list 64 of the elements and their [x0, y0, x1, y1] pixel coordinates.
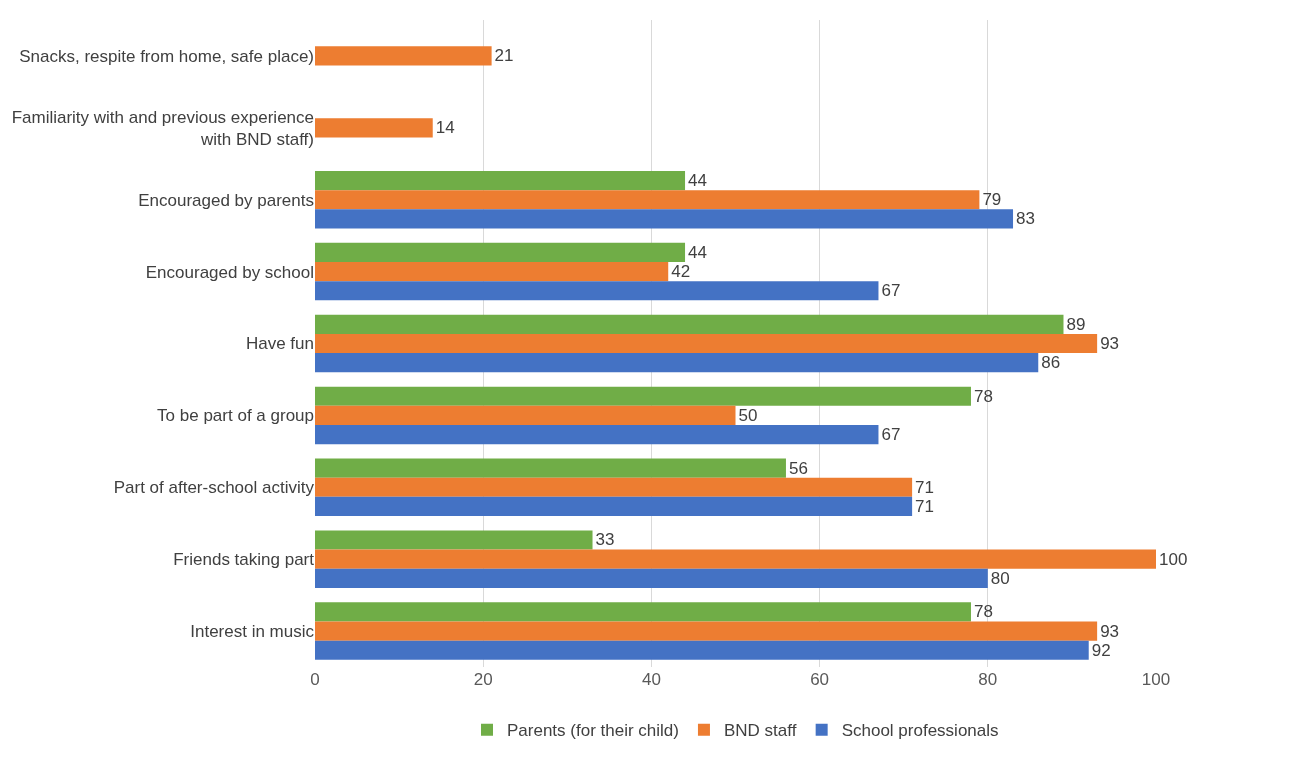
data-label: 71 — [915, 477, 935, 497]
bar — [315, 458, 786, 478]
data-label: 78 — [973, 602, 993, 622]
bar — [315, 602, 971, 622]
x-tick-label: 0 — [310, 670, 320, 689]
y-tick-label: Snacks, respite from home, safe place) — [19, 46, 314, 66]
data-label: 50 — [738, 405, 758, 425]
data-label: 86 — [1041, 353, 1061, 373]
bar — [315, 281, 879, 301]
data-label: 71 — [915, 496, 935, 516]
data-label: 83 — [1016, 209, 1035, 229]
bar — [315, 314, 1064, 334]
data-label: 100 — [1159, 549, 1188, 569]
x-tick-label: 80 — [978, 670, 998, 689]
bar — [315, 190, 980, 210]
bar — [315, 333, 1098, 354]
bar — [315, 549, 1156, 569]
y-tick-label: Encouraged by parents — [138, 190, 314, 210]
bar — [315, 405, 736, 425]
data-label: 89 — [1066, 314, 1086, 334]
x-tick-label: 60 — [810, 670, 830, 689]
bar — [315, 621, 1098, 641]
bar — [315, 262, 669, 282]
bar — [315, 46, 492, 66]
data-label: 14 — [435, 118, 455, 138]
legend-label: Parents (for their child) — [507, 721, 679, 741]
y-tick-label: Have fun — [245, 334, 314, 354]
data-label: 67 — [881, 281, 901, 301]
y-tick-label: Friends taking part — [173, 550, 315, 570]
y-tick-label: Familiarity with and previous experience with BND staff) — [11, 107, 314, 149]
bar — [315, 209, 1014, 229]
data-label: 33 — [595, 530, 615, 550]
bar — [315, 424, 879, 445]
bar — [315, 353, 1039, 373]
y-tick-label: To be part of a group — [157, 406, 314, 426]
data-label: 92 — [1091, 640, 1111, 660]
data-label: 78 — [973, 386, 993, 406]
data-label: 56 — [788, 458, 808, 478]
x-tick-label: 40 — [641, 670, 661, 689]
bar — [315, 242, 686, 263]
bar — [315, 496, 913, 517]
data-label: 80 — [990, 568, 1010, 588]
bar — [315, 170, 686, 191]
y-tick-label: Part of after-school activity — [113, 478, 315, 498]
data-label: 93 — [1100, 334, 1120, 353]
legend-label: School professionals — [841, 721, 999, 741]
data-label: 67 — [881, 425, 901, 445]
data-label: 42 — [671, 262, 691, 282]
bar — [315, 386, 971, 406]
data-label: 44 — [688, 171, 707, 191]
y-tick-label: Encouraged by school — [145, 262, 314, 282]
bar — [315, 477, 913, 497]
data-label: 21 — [494, 46, 514, 66]
bar — [315, 118, 433, 138]
x-tick-label: 20 — [473, 670, 493, 689]
bar — [315, 530, 593, 550]
data-label: 44 — [688, 242, 707, 262]
bar — [315, 640, 1089, 660]
data-label: 79 — [982, 190, 1002, 210]
y-tick-label: Interest in music — [190, 622, 315, 642]
data-label: 93 — [1100, 621, 1120, 641]
bar — [315, 568, 988, 588]
legend-label: BND staff — [723, 721, 797, 741]
x-tick-label: 100 — [1141, 670, 1171, 689]
